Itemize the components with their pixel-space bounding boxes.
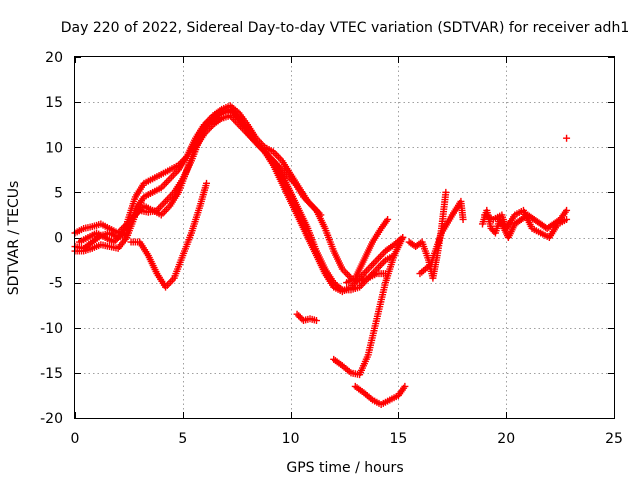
- x-tick-label: 0: [71, 431, 80, 447]
- y-tick-label: -20: [40, 411, 63, 427]
- x-tick-label: 10: [282, 431, 300, 447]
- data-point: [203, 179, 211, 187]
- y-tick-label: 5: [54, 185, 63, 201]
- x-tick-label: 20: [497, 431, 515, 447]
- x-tick-label: 25: [605, 431, 623, 447]
- y-tick-label: -15: [40, 366, 63, 382]
- series-track-1: [71, 102, 389, 285]
- series-track-6: [293, 310, 320, 325]
- chart-title: Day 220 of 2022, Sidereal Day-to-day VTE…: [61, 20, 629, 36]
- data-point: [317, 211, 325, 219]
- data-point: [293, 310, 301, 318]
- x-axis-label: GPS time / hours: [286, 460, 403, 476]
- data-point: [401, 382, 409, 390]
- series-track-7: [330, 234, 407, 379]
- y-axis-label: SDTVAR / TECUs: [6, 181, 22, 296]
- data-point: [459, 215, 467, 223]
- x-tick-label: 5: [178, 431, 187, 447]
- y-tick-label: 20: [45, 50, 63, 66]
- series-track-14: [563, 134, 571, 142]
- x-tick-label: 15: [389, 431, 407, 447]
- data-point: [384, 215, 392, 223]
- plot-frame: [74, 56, 615, 419]
- y-tick-labels: -20 -15 -10 -5 0 5 10 15 20: [40, 50, 63, 427]
- x-tick-labels: 0 5 10 15 20 25: [71, 431, 623, 447]
- y-tick-label: -5: [49, 276, 63, 292]
- data-series: [71, 102, 571, 408]
- series-track-4: [75, 107, 325, 246]
- data-point: [298, 315, 306, 323]
- y-tick-label: 0: [54, 231, 63, 247]
- data-point: [296, 313, 304, 321]
- series-track-5: [127, 179, 211, 291]
- data-point: [399, 234, 407, 241]
- series-track-3: [71, 112, 407, 296]
- series-track-13: [481, 206, 571, 241]
- data-point: [295, 312, 303, 320]
- data-point: [442, 188, 450, 196]
- series-track-2: [71, 105, 398, 294]
- y-tick-label: 10: [45, 140, 63, 156]
- y-tick-label: -10: [40, 321, 63, 337]
- data-point: [563, 134, 571, 142]
- data-point: [563, 215, 571, 223]
- y-tick-label: 15: [45, 95, 63, 111]
- series-track-9: [343, 215, 392, 287]
- series-track-8: [351, 382, 409, 408]
- series-track-11: [416, 197, 467, 278]
- data-point: [312, 317, 320, 325]
- data-point: [563, 206, 571, 214]
